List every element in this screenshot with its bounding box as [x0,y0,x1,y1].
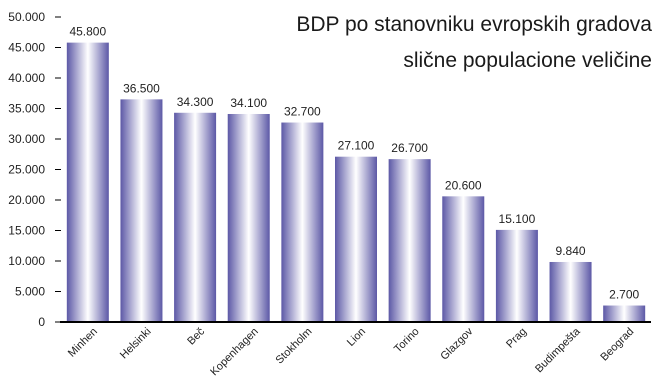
data-label: 36.500 [123,81,160,95]
y-tick-label: 25.000 [8,163,45,177]
bar [442,196,485,322]
data-label: 26.700 [391,141,428,155]
data-label: 32.700 [284,105,321,119]
data-label: 9.840 [556,244,586,258]
y-tick-label: 15.000 [8,224,45,238]
x-tick-label: Helsinki [118,326,154,362]
bar [174,112,217,323]
bar [495,229,538,322]
data-label: 15.100 [499,212,536,226]
data-label: 2.700 [609,288,639,302]
bar [603,305,646,322]
y-axis: 0 5.000 10.000 15.000 20.000 25.000 30.000 35.0… [8,10,61,329]
x-tick-label: Minhen [66,326,100,360]
bar [227,113,270,323]
y-tick-label: 5.000 [15,285,45,299]
data-label: 45.800 [69,25,106,39]
bar [66,42,109,323]
x-tick-label: Prag [504,326,529,351]
y-tick-label: 30.000 [8,132,45,146]
bar [388,159,431,322]
x-tick-label: Torino [392,326,422,356]
bar [335,156,377,322]
y-tick-label: 10.000 [8,254,45,268]
y-tick-label: 20.000 [8,193,45,207]
data-label: 27.100 [338,139,375,153]
chart-title-line-1: BDP po stanovniku evropskih gradova [296,13,652,36]
y-tick-label: 50.000 [8,10,45,24]
x-tick-label: Budimpešta [533,325,583,375]
y-tick-label: 0 [38,315,45,329]
bars: 45.800 36.500 34.300 34.100 32.700 27.100 26.7… [66,25,646,323]
x-tick-label: Glazgov [438,325,475,362]
x-tick-label: Beograd [598,326,636,364]
bar [120,99,163,322]
chart-title-line-2: slične populacione veličine [403,49,652,72]
x-axis: Minhen Helsinki Beč Kopenhagen Stokholm Lion T… [60,321,651,379]
y-tick-label: 45.000 [8,41,45,55]
y-tick-label: 40.000 [8,71,45,85]
x-tick-label: Beč [185,325,207,347]
bar [549,261,592,322]
y-tick-label: 35.000 [8,102,45,116]
data-label: 34.300 [177,95,214,109]
x-tick-label: Kopenhagen [208,326,261,379]
data-label: 20.600 [445,178,482,192]
data-label: 34.100 [230,96,267,110]
x-tick-label: Lion [345,326,368,349]
bar [281,122,324,322]
x-tick-label: Stokholm [274,326,315,367]
